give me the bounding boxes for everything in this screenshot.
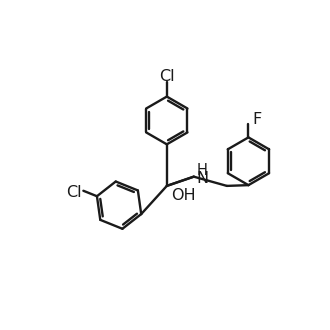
Text: OH: OH (171, 188, 195, 203)
Text: N: N (196, 172, 208, 186)
Text: Cl: Cl (66, 185, 82, 200)
Text: H: H (197, 163, 208, 178)
Text: Cl: Cl (159, 69, 175, 84)
Text: F: F (252, 112, 262, 127)
